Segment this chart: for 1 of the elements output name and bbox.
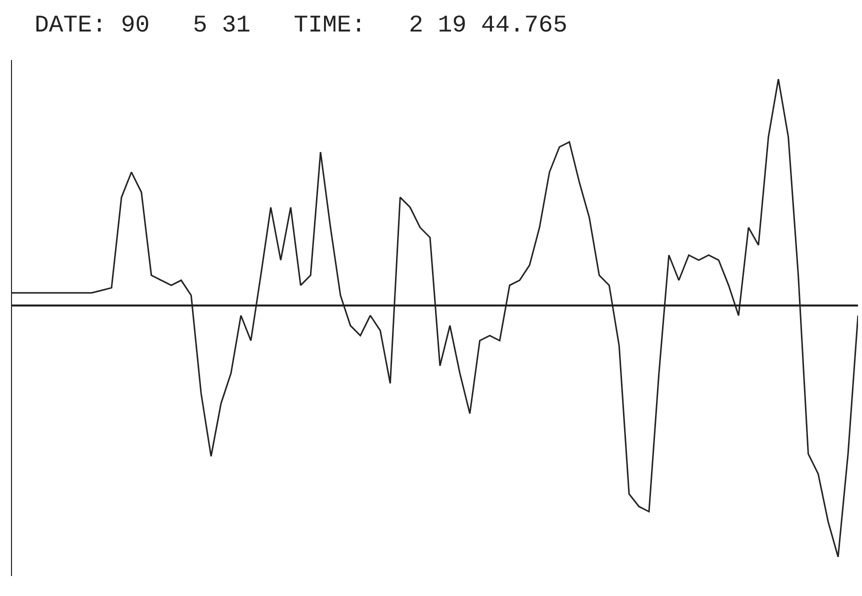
chart-title: DATE: 90 5 31 TIME: 2 19 44.765 xyxy=(34,12,568,40)
